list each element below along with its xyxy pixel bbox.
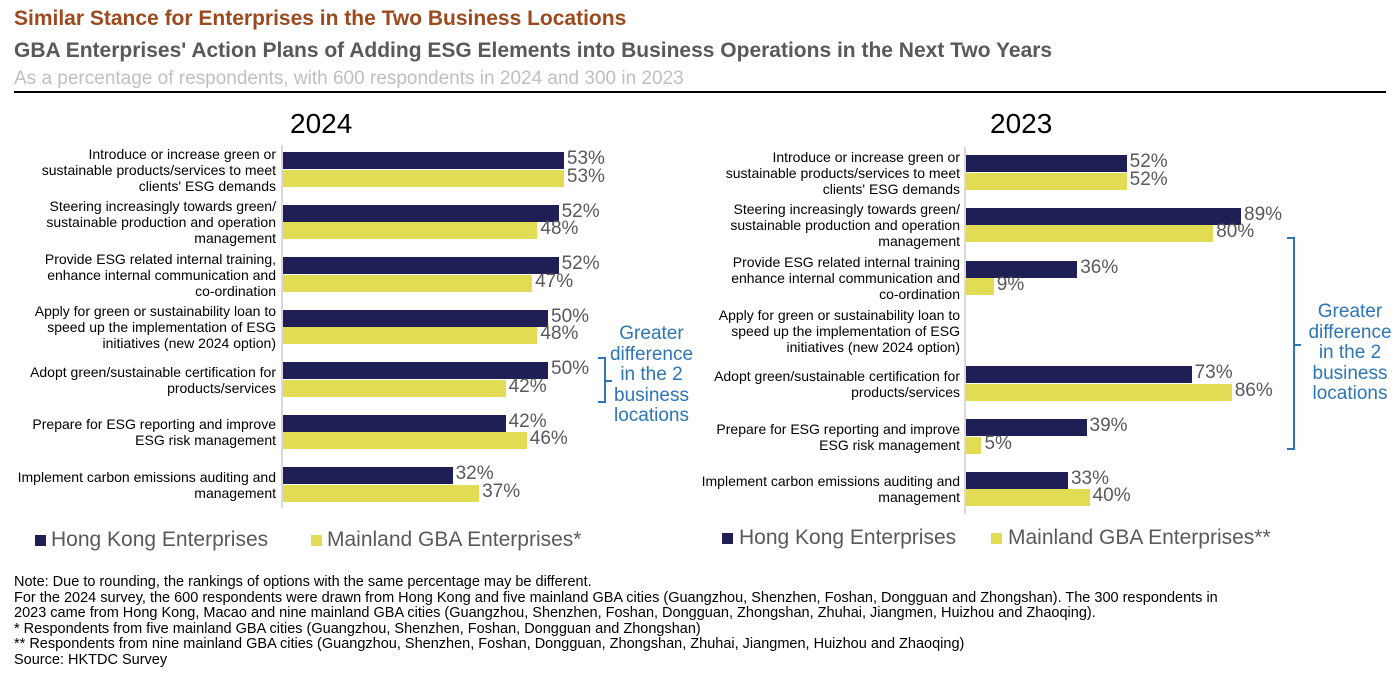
category-label: Apply for green or sustainability loan t… bbox=[718, 306, 960, 355]
bar-hong-kong bbox=[283, 257, 559, 274]
category-label: Apply for green or sustainability loan t… bbox=[34, 303, 276, 351]
data-label: 48% bbox=[540, 323, 579, 344]
category-label: Introduce or increase green or sustainab… bbox=[725, 148, 960, 197]
data-label: 53% bbox=[566, 148, 605, 169]
bar-mainland bbox=[283, 484, 480, 502]
bar-hong-kong bbox=[966, 155, 1127, 172]
data-label: 52% bbox=[1129, 168, 1168, 190]
category-label: Implement carbon emissions auditing and … bbox=[701, 473, 960, 506]
bar-hong-kong bbox=[966, 260, 1078, 278]
category-label: Prepare for ESG reporting and improve ES… bbox=[716, 420, 960, 453]
category-label: Steering increasingly towards green/ sus… bbox=[46, 198, 276, 246]
bar-mainland bbox=[966, 383, 1232, 401]
category-label: Adopt green/sustainable certification fo… bbox=[714, 367, 960, 400]
data-label: 52% bbox=[561, 253, 600, 274]
bar-mainland bbox=[966, 172, 1127, 190]
category-label: Adopt green/sustainable certification fo… bbox=[30, 363, 276, 396]
data-label: 53% bbox=[566, 165, 605, 187]
data-label: 37% bbox=[482, 480, 521, 502]
bar-mainland bbox=[283, 379, 506, 397]
data-label: 47% bbox=[535, 270, 574, 292]
bar-mainland bbox=[966, 489, 1090, 507]
data-label: 5% bbox=[984, 432, 1012, 454]
data-label: 46% bbox=[529, 428, 568, 449]
footnote-line: Note: Due to rounding, the rankings of o… bbox=[14, 574, 592, 590]
bar-hong-kong bbox=[283, 414, 506, 432]
bar-hong-kong bbox=[283, 309, 548, 327]
data-label: 32% bbox=[455, 463, 494, 484]
bar-hong-kong bbox=[283, 467, 453, 484]
footnote-line: Source: HKTDC Survey bbox=[14, 651, 168, 668]
bar-hong-kong bbox=[283, 362, 548, 379]
legend-swatch-hong-kong-2023 bbox=[722, 533, 733, 544]
data-label: 89% bbox=[1244, 203, 1283, 225]
chart-title-2023: 2023 bbox=[990, 108, 1053, 139]
legend-swatch-mainland bbox=[311, 535, 322, 546]
data-label: 52% bbox=[561, 200, 600, 222]
legend-swatch-hong-kong bbox=[35, 535, 46, 546]
title: Similar Stance for Enterprises in the Tw… bbox=[14, 7, 627, 30]
data-label: 52% bbox=[1129, 151, 1168, 172]
bar-hong-kong bbox=[966, 366, 1192, 384]
data-label: 42% bbox=[508, 375, 547, 397]
footnote-line: For the 2024 survey, the 600 respondents… bbox=[14, 589, 1218, 606]
bar-hong-kong bbox=[966, 207, 1241, 225]
data-label: 73% bbox=[1194, 362, 1233, 384]
annotation-bracket-2023 bbox=[1287, 237, 1301, 450]
divider bbox=[14, 91, 1386, 93]
category-axis bbox=[281, 145, 283, 508]
legend-swatch-mainland-2023 bbox=[991, 533, 1002, 544]
category-label: Implement carbon emissions auditing and … bbox=[17, 468, 276, 501]
legend-label-mainland: Mainland GBA Enterprises* bbox=[327, 528, 582, 551]
chart-title-2024: 2024 bbox=[290, 108, 353, 139]
subtitle-note: As a percentage of respondents, with 600… bbox=[14, 68, 684, 89]
category-label: Prepare for ESG reporting and improve ES… bbox=[32, 416, 276, 448]
data-label: 9% bbox=[996, 274, 1025, 296]
annotation-2024: Greater difference in the 2 business loc… bbox=[609, 323, 694, 426]
bar-mainland bbox=[283, 274, 533, 292]
annotation-bracket-2024 bbox=[598, 357, 612, 403]
data-label: 86% bbox=[1234, 379, 1273, 401]
data-label: 50% bbox=[551, 358, 590, 379]
footnote-line: 2023 came from Hong Kong, Macao and nine… bbox=[14, 605, 1096, 622]
bar-hong-kong bbox=[966, 419, 1087, 436]
bar-mainland bbox=[283, 222, 538, 239]
category-axis bbox=[964, 147, 966, 514]
legend-label-mainland-2023: Mainland GBA Enterprises** bbox=[1008, 526, 1271, 549]
footnotes: Note: Due to rounding, the rankings of o… bbox=[14, 574, 1218, 669]
footnote-line: ** Respondents from nine mainland GBA ci… bbox=[14, 636, 965, 653]
annotation-2023: Greater difference in the 2 business loc… bbox=[1308, 301, 1392, 404]
bar-mainland bbox=[283, 432, 527, 449]
footnote-line: * Respondents from five mainland GBA cit… bbox=[14, 620, 701, 637]
category-label: Provide ESG related internal training en… bbox=[731, 254, 960, 303]
data-label: 33% bbox=[1070, 467, 1109, 489]
data-label: 50% bbox=[551, 305, 590, 327]
legend-label-hong-kong-2023: Hong Kong Enterprises bbox=[739, 526, 957, 549]
bar-mainland bbox=[283, 169, 564, 187]
data-label: 39% bbox=[1089, 415, 1128, 436]
bar-hong-kong bbox=[283, 152, 564, 169]
bar-hong-kong bbox=[283, 204, 559, 222]
legend-label-hong-kong: Hong Kong Enterprises bbox=[51, 528, 269, 551]
bar-mainland bbox=[966, 436, 982, 454]
subtitle: GBA Enterprises' Action Plans of Adding … bbox=[14, 39, 1053, 62]
data-label: 40% bbox=[1092, 485, 1131, 507]
data-label: 80% bbox=[1216, 221, 1255, 243]
data-label: 48% bbox=[540, 218, 579, 239]
category-label: Introduce or increase green or sustainab… bbox=[41, 145, 276, 194]
category-label: Steering increasingly towards green/ sus… bbox=[730, 201, 960, 250]
bar-hong-kong bbox=[966, 471, 1068, 489]
data-label: 36% bbox=[1080, 256, 1119, 278]
data-label: 42% bbox=[508, 410, 547, 432]
bar-mainland bbox=[966, 225, 1214, 243]
category-label: Provide ESG related internal training, e… bbox=[44, 250, 276, 299]
bar-mainland bbox=[283, 327, 538, 344]
bar-mainland bbox=[966, 278, 994, 296]
